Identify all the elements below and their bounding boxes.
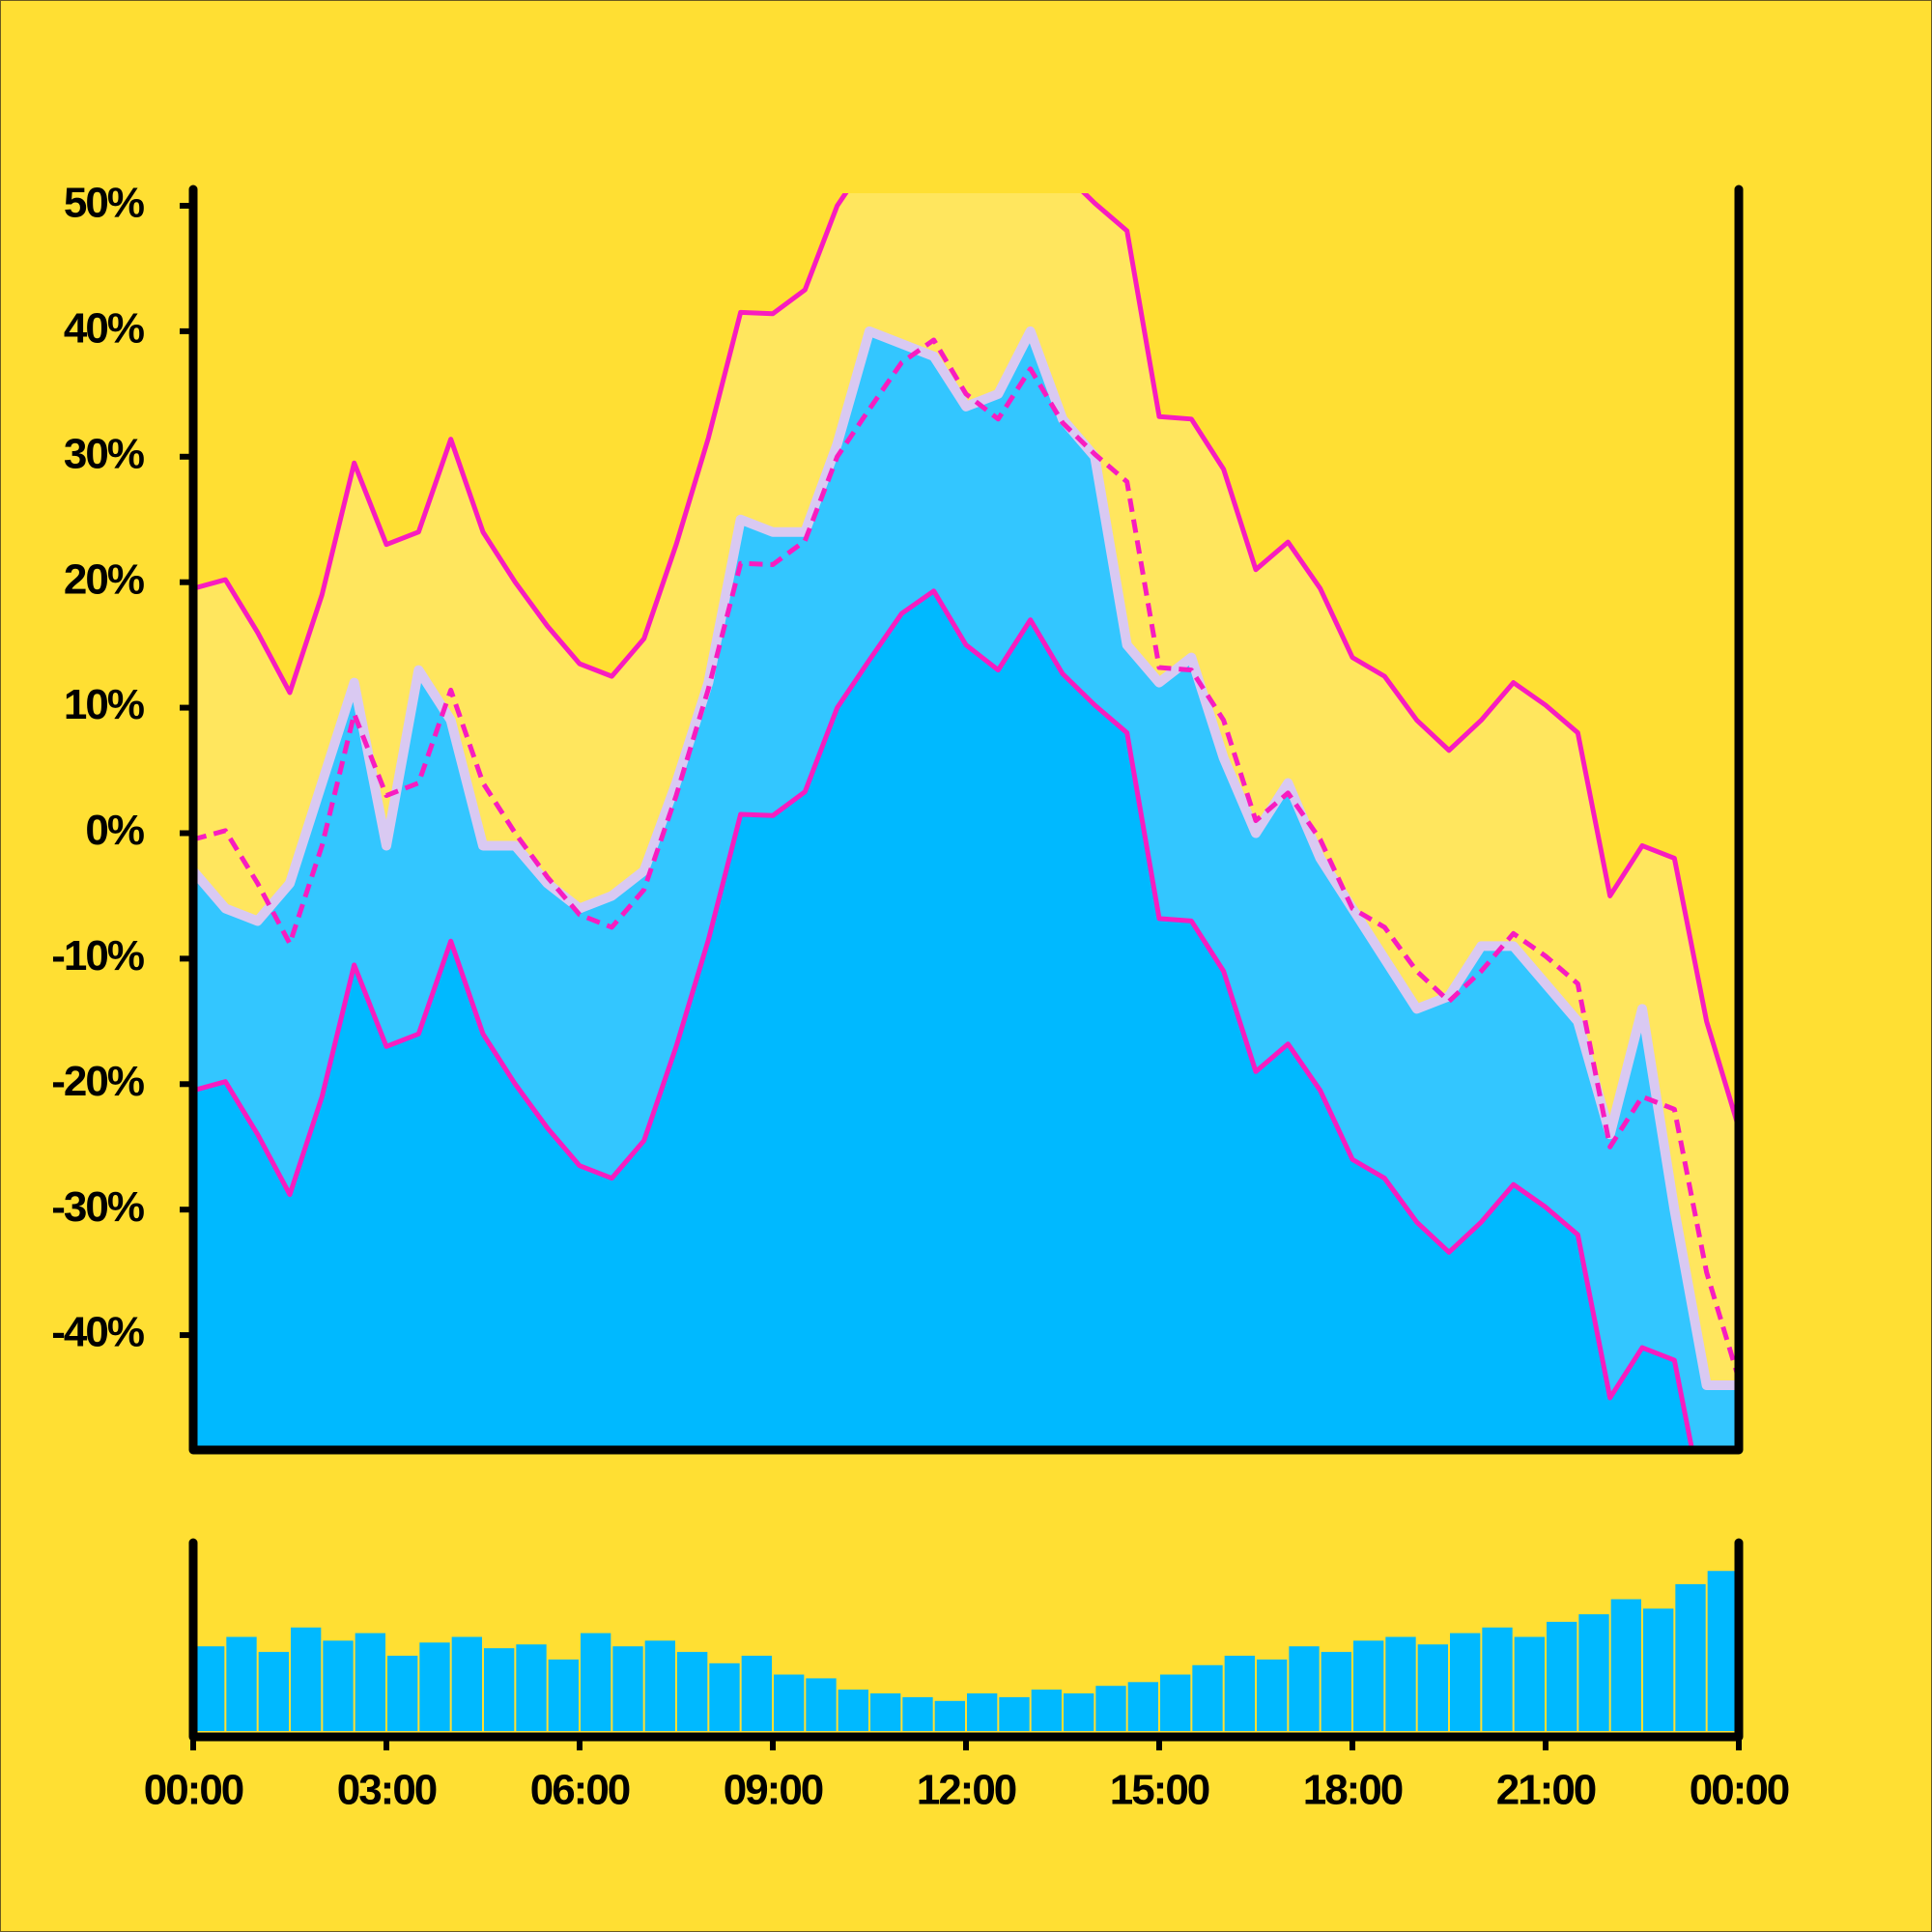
y-tick-label: -10% xyxy=(51,932,144,980)
x-tick-label: 12:00 xyxy=(917,1767,1016,1814)
volume-bar xyxy=(934,1700,965,1731)
x-tick-label: 03:00 xyxy=(337,1767,437,1814)
line xyxy=(193,337,1739,1380)
volume-bar xyxy=(355,1633,385,1731)
volume-bar xyxy=(1064,1693,1094,1731)
volume-bar xyxy=(1031,1690,1062,1731)
volume-bar xyxy=(226,1636,257,1731)
volume-bar xyxy=(870,1693,901,1731)
y-tick-label: 0% xyxy=(85,807,143,854)
volume-bar xyxy=(516,1644,547,1731)
y-tick-label: -30% xyxy=(51,1183,144,1231)
line xyxy=(193,193,1739,1129)
volume-bar xyxy=(806,1678,837,1731)
volume-bar xyxy=(1547,1621,1577,1731)
y-tick-label: 30% xyxy=(64,430,144,477)
area xyxy=(193,590,1692,1448)
plot-area xyxy=(193,193,1739,1448)
volume-bar xyxy=(581,1633,611,1731)
volume-bar xyxy=(1578,1614,1609,1731)
volume-bar xyxy=(1707,1571,1738,1731)
y-tick-label: 10% xyxy=(64,681,144,728)
volume-bar xyxy=(1257,1659,1288,1731)
volume-bar xyxy=(838,1690,868,1731)
volume-bar xyxy=(1450,1633,1481,1731)
volume-bar xyxy=(1353,1640,1384,1731)
y-tick-label: 40% xyxy=(64,305,144,353)
volume-bar xyxy=(677,1652,708,1731)
volume-bar xyxy=(1610,1599,1641,1731)
axis-frame xyxy=(188,185,1744,1455)
volume-bar xyxy=(1289,1646,1320,1731)
y-tick-label: -20% xyxy=(51,1058,144,1105)
volume-bar xyxy=(774,1674,805,1731)
line xyxy=(193,326,1739,1391)
x-tick-label: 21:00 xyxy=(1496,1767,1596,1814)
volume-bar xyxy=(484,1648,515,1731)
volume-bar xyxy=(644,1640,675,1731)
volume-bar xyxy=(1095,1686,1126,1731)
axis-frame xyxy=(188,1538,1744,1742)
y-tick-label: 50% xyxy=(64,180,144,227)
volume-bar xyxy=(451,1636,482,1731)
volume-bar xyxy=(1127,1682,1158,1731)
volume-bar xyxy=(548,1659,579,1731)
volume-bar xyxy=(1514,1636,1545,1731)
volume-bar xyxy=(419,1642,450,1731)
volume-bar xyxy=(1321,1652,1351,1731)
volume-bar xyxy=(291,1627,322,1731)
line xyxy=(193,588,1694,1448)
axes: -40% -30% -20% -10% 0% 10% 20% 30% 40% 50% 00:00 03… xyxy=(51,180,1791,1814)
volume-bar xyxy=(1417,1644,1448,1731)
x-tick-label: 00:00 xyxy=(144,1767,243,1814)
x-tick-label: 15:00 xyxy=(1110,1767,1209,1814)
x-tick-label: 00:00 xyxy=(1690,1767,1789,1814)
volume-bar xyxy=(1675,1583,1706,1731)
volume-bar xyxy=(967,1693,998,1731)
volume-bar xyxy=(741,1656,772,1731)
volume-bar xyxy=(709,1662,740,1731)
volume-bar xyxy=(612,1646,643,1731)
x-tick-label: 09:00 xyxy=(724,1767,823,1814)
y-tick-label: 20% xyxy=(64,555,144,603)
volume-bar xyxy=(1192,1664,1223,1731)
volume-bar xyxy=(258,1652,289,1731)
y-tick-label: -40% xyxy=(51,1309,144,1356)
volume-bar xyxy=(194,1646,225,1731)
volume-bar xyxy=(999,1696,1030,1731)
volume-bar xyxy=(1224,1656,1255,1731)
volume-bar xyxy=(1385,1636,1416,1731)
volume-bar xyxy=(1160,1674,1191,1731)
volume-bar xyxy=(323,1640,354,1731)
x-tick-label: 06:00 xyxy=(530,1767,630,1814)
volume-bar xyxy=(1482,1627,1513,1731)
volume-bar xyxy=(387,1656,418,1731)
x-tick-label: 18:00 xyxy=(1303,1767,1403,1814)
volume-bar xyxy=(1643,1608,1674,1731)
volume-bar xyxy=(902,1696,933,1731)
